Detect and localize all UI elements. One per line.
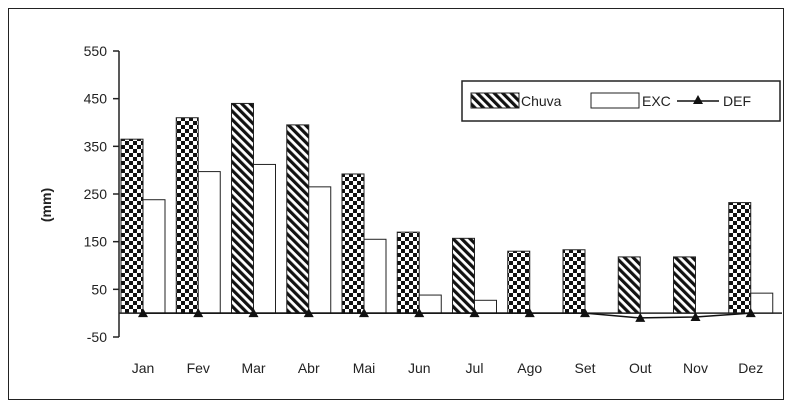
def-marker-fev	[193, 308, 204, 318]
def-marker-set	[580, 308, 590, 318]
def-marker-out	[635, 312, 646, 322]
bar-chuva-jul	[452, 237, 475, 314]
bar-exc-fev	[197, 171, 221, 314]
x-tick-label-set: Set	[574, 360, 595, 376]
bar-chuva-mai	[341, 173, 365, 314]
x-tick-label-mar: Mar	[241, 360, 265, 376]
legend-swatch-exc	[590, 92, 640, 109]
y-axis-title: (mm)	[38, 188, 54, 222]
x-tick-label-jun: Jun	[408, 360, 431, 376]
def-marker-jan	[138, 308, 148, 318]
y-tick-label: -50	[87, 329, 107, 345]
x-tick-label-nov: Nov	[683, 360, 708, 376]
y-tick-label: 450	[84, 91, 108, 107]
legend-label-exc: EXC	[642, 93, 671, 109]
legend-label-def: DEF	[723, 93, 751, 109]
def-marker-nov	[690, 311, 701, 321]
def-marker-mai	[359, 308, 369, 318]
bar-chuva-jun	[396, 231, 420, 314]
def-marker-jun	[414, 308, 425, 318]
bar-chuva-jan	[120, 138, 144, 314]
bar-chuva-nov	[673, 256, 696, 314]
x-tick-label-jul: Jul	[466, 360, 484, 376]
def-marker-jul	[469, 308, 480, 318]
bar-exc-abr	[308, 186, 332, 314]
bar-chuva-out	[617, 256, 641, 314]
bar-chuva-ago	[507, 250, 531, 314]
bar-exc-dez	[750, 292, 774, 314]
y-tick-label: 350	[84, 138, 108, 154]
def-marker-mar	[248, 308, 259, 318]
x-tick-label-mai: Mai	[353, 360, 376, 376]
y-tick-label: 550	[84, 43, 108, 59]
bar-chuva-fev	[175, 117, 199, 314]
x-tick-label-fev: Fev	[187, 360, 210, 376]
bar-chuva-abr	[286, 124, 310, 314]
bar-exc-mai	[363, 238, 387, 314]
x-tick-label-ago: Ago	[517, 360, 542, 376]
x-tick-label-out: Out	[629, 360, 652, 376]
x-tick-label-jan: Jan	[132, 360, 155, 376]
def-line	[143, 312, 751, 319]
def-marker-ago	[524, 308, 535, 318]
legend-marker-def	[693, 95, 703, 104]
y-tick-label: 150	[84, 234, 108, 250]
y-tick-label: 50	[91, 281, 107, 297]
y-axis: 550 450 350 250 150 50 -50	[84, 43, 120, 345]
bars	[120, 102, 774, 314]
x-tick-label-dez: Dez	[738, 360, 763, 376]
x-tick-label-abr: Abr	[298, 360, 320, 376]
bar-exc-jun	[418, 294, 442, 314]
x-tick-labels: Jan Fev Mar Abr Mai Jun Jul Ago Set Out Nov Dez	[132, 360, 763, 376]
legend: Chuva EXC DEF	[461, 80, 781, 122]
def-series	[138, 308, 756, 322]
bar-exc-mar	[253, 163, 276, 314]
bar-chuva-dez	[728, 202, 752, 314]
legend-label-chuva: Chuva	[521, 93, 562, 109]
legend-swatch-chuva	[470, 92, 520, 109]
chart-frame: 550 450 350 250 150 50 -50 Jan Fev Mar Abr Mai Jun J…	[8, 8, 784, 400]
bar-exc-jul	[474, 299, 497, 314]
def-marker-abr	[303, 308, 314, 318]
bar-chuva-mar	[231, 102, 254, 314]
bar-chuva-set	[562, 249, 586, 314]
def-marker-dez	[745, 308, 756, 318]
bar-exc-jan	[142, 199, 166, 314]
y-tick-label: 250	[84, 186, 108, 202]
